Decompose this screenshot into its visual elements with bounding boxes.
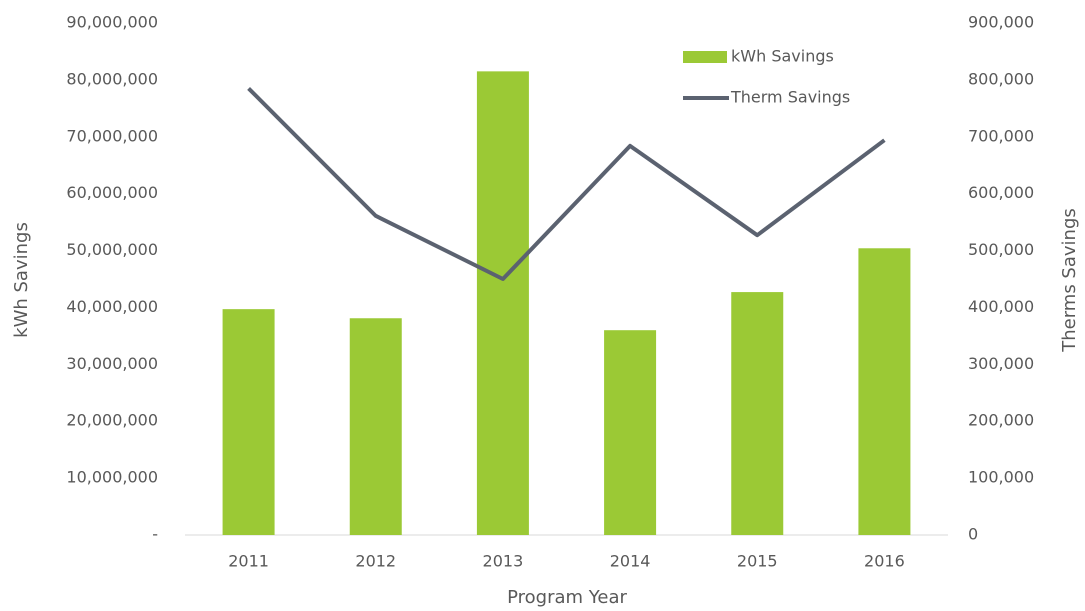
x-tick-label: 2013: [483, 552, 524, 571]
x-tick-label: 2015: [737, 552, 778, 571]
y2-tick-label: 400,000: [968, 297, 1034, 316]
legend-label: kWh Savings: [731, 47, 834, 66]
y2-tick-label: 800,000: [968, 69, 1034, 88]
y2-tick-label: 300,000: [968, 354, 1034, 373]
x-tick-label: 2012: [355, 552, 396, 571]
y-tick-label: 60,000,000: [66, 183, 158, 202]
y2-tick-label: 100,000: [968, 468, 1034, 487]
y2-tick-label: 500,000: [968, 240, 1034, 259]
x-tick-label: 2014: [610, 552, 651, 571]
y-tick-label: 80,000,000: [66, 69, 158, 88]
x-tick-label: 2016: [864, 552, 905, 571]
y2-axis-title: Therms Savings: [1059, 208, 1080, 353]
x-tick-label: 2011: [228, 552, 269, 571]
y-tick-label: -: [152, 525, 158, 544]
y-tick-label: 10,000,000: [66, 468, 158, 487]
y2-tick-label: 600,000: [968, 183, 1034, 202]
bar: [476, 71, 529, 535]
legend-swatch: [683, 51, 727, 63]
y2-tick-label: 700,000: [968, 126, 1034, 145]
bar: [222, 309, 275, 535]
y-tick-label: 20,000,000: [66, 411, 158, 430]
y-tick-label: 40,000,000: [66, 297, 158, 316]
bar: [858, 248, 911, 535]
y-tick-label: 50,000,000: [66, 240, 158, 259]
bar: [349, 318, 402, 535]
bar: [731, 292, 784, 535]
y2-tick-label: 200,000: [968, 411, 1034, 430]
legend-label: Therm Savings: [730, 88, 850, 107]
y-axis-title: kWh Savings: [11, 222, 32, 338]
line: [247, 87, 886, 281]
y-tick-label: 30,000,000: [66, 354, 158, 373]
y-tick-label: 70,000,000: [66, 126, 158, 145]
y2-tick-label: 0: [968, 525, 978, 544]
y2-tick-label: 900,000: [968, 13, 1034, 32]
bar: [604, 330, 657, 535]
x-axis-title: Program Year: [507, 587, 627, 608]
y-tick-label: 90,000,000: [66, 13, 158, 32]
